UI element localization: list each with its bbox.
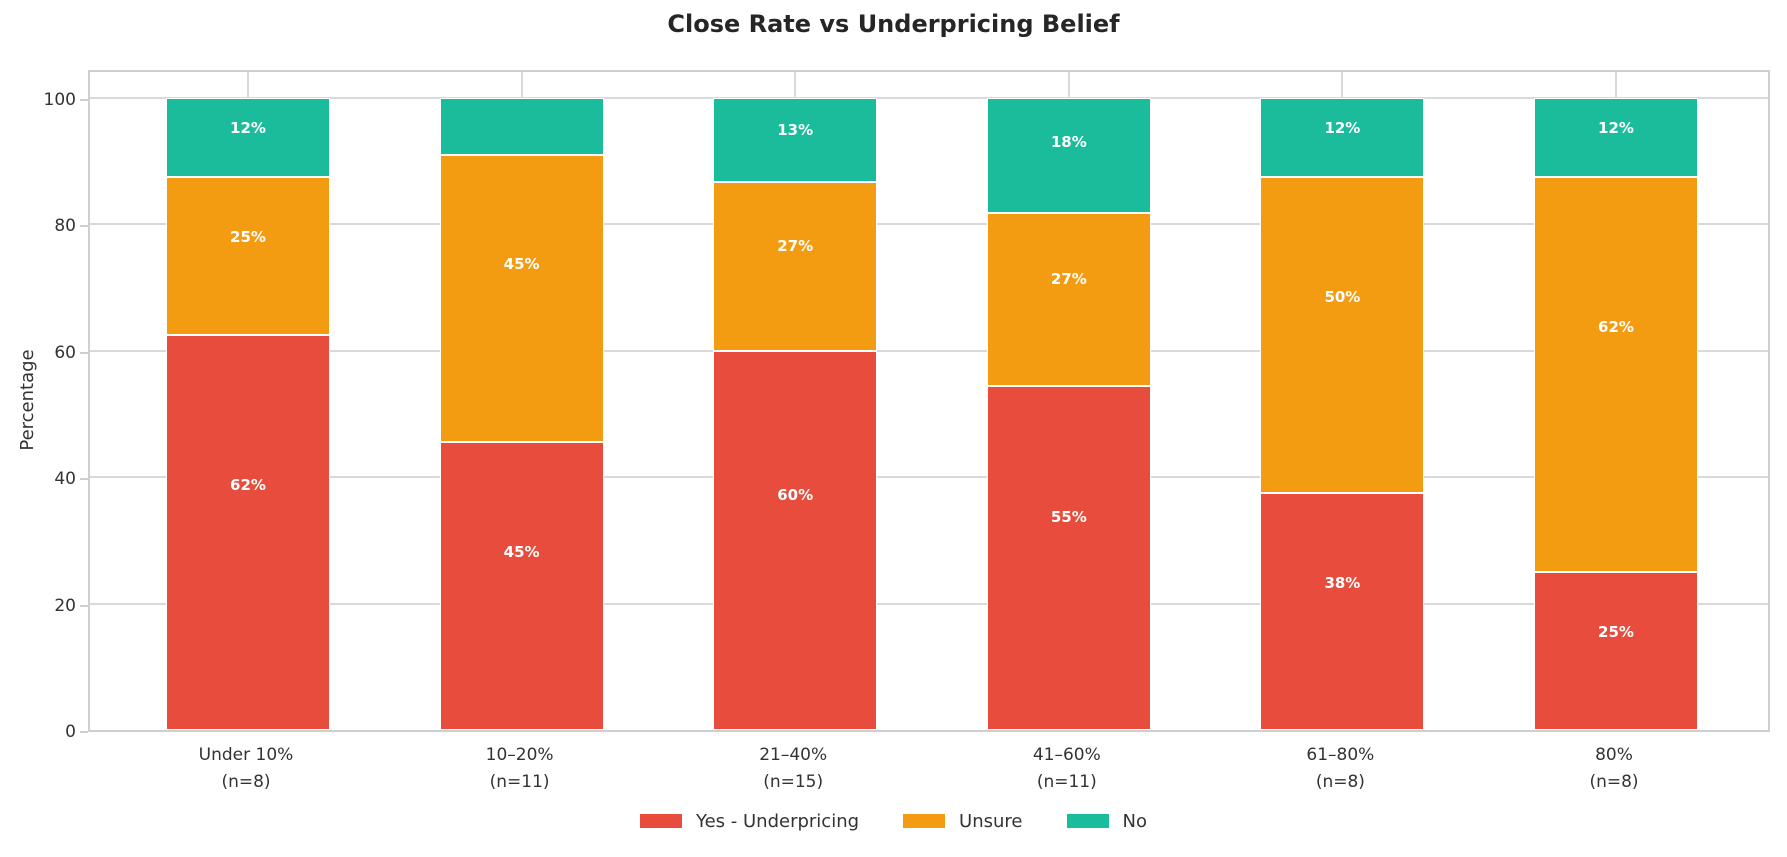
bar-segment: 25% bbox=[1534, 572, 1698, 730]
legend-label: No bbox=[1122, 810, 1147, 832]
bar-value-label: 45% bbox=[503, 542, 540, 561]
bar-segment: 13% bbox=[713, 98, 878, 183]
x-tick-range: 41–60% bbox=[1032, 745, 1101, 765]
legend-label: Unsure bbox=[959, 810, 1023, 832]
bar-value-label: 25% bbox=[1598, 623, 1634, 642]
legend: Yes - Underpricing Unsure No bbox=[0, 808, 1787, 834]
y-tick-label: 20 bbox=[54, 595, 76, 616]
x-tick-label: Under 10% (n=8) bbox=[106, 742, 386, 796]
bar-segment: 50% bbox=[1260, 177, 1425, 493]
bar-value-label: 13% bbox=[777, 121, 814, 140]
bar-value-label: 62% bbox=[1598, 318, 1634, 337]
y-tick-mark bbox=[80, 99, 88, 101]
grid-line-horizontal bbox=[90, 349, 1768, 352]
bar-segment: 27% bbox=[986, 213, 1151, 386]
x-tick-label: 61–80% (n=8) bbox=[1200, 742, 1480, 796]
y-tick-mark bbox=[80, 731, 88, 733]
plot-area: 62% 25% 12% 45% 45% 60% 27% 13% 55% 27% 18% 38% 50% 1… bbox=[88, 70, 1770, 732]
y-tick-label: 100 bbox=[43, 90, 76, 110]
bar-value-label: 12% bbox=[1324, 119, 1361, 138]
bar-segment: 18% bbox=[986, 98, 1151, 214]
y-tick-mark bbox=[80, 478, 88, 481]
x-tick-range: 61–80% bbox=[1306, 745, 1375, 765]
bar-segment: 25% bbox=[166, 177, 330, 335]
x-tick-n: (n=8) bbox=[221, 772, 271, 792]
grid-line-horizontal bbox=[90, 97, 1768, 99]
y-tick-mark bbox=[80, 225, 88, 228]
bar-segment: 55% bbox=[986, 385, 1151, 730]
bar: 45% 45% bbox=[439, 68, 604, 730]
bar-segment: 62% bbox=[166, 335, 330, 730]
x-tick-range: Under 10% bbox=[198, 745, 294, 765]
x-tick-label: 21–40% (n=15) bbox=[653, 742, 933, 796]
bar: 55% 27% 18% bbox=[986, 68, 1151, 730]
x-tick-label: 80% (n=8) bbox=[1474, 742, 1754, 796]
grid-line-horizontal bbox=[90, 476, 1768, 479]
bar-value-label: 18% bbox=[1050, 132, 1087, 151]
bar: 62% 25% 12% bbox=[166, 68, 330, 730]
legend-item: Unsure bbox=[903, 808, 1023, 834]
grid-line-horizontal bbox=[90, 223, 1768, 226]
bar-segment: 12% bbox=[1260, 98, 1425, 177]
bar-value-label: 50% bbox=[1324, 288, 1361, 307]
bar-value-label: 62% bbox=[230, 476, 266, 495]
legend-swatch bbox=[903, 814, 946, 828]
bar-value-label: 55% bbox=[1050, 507, 1087, 526]
bar-segment: 12% bbox=[1534, 98, 1698, 177]
x-tick-label: 41–60% (n=11) bbox=[927, 742, 1207, 796]
bar-value-label: 38% bbox=[1324, 574, 1361, 593]
x-tick-n: (n=11) bbox=[1036, 772, 1097, 792]
bar-segment: 12% bbox=[166, 98, 330, 177]
x-tick-label: 10–20% (n=11) bbox=[380, 742, 660, 796]
x-tick-n: (n=11) bbox=[489, 772, 550, 792]
bar-value-label: 12% bbox=[230, 119, 266, 138]
bar-segment: 38% bbox=[1260, 493, 1425, 730]
y-tick-label: 60 bbox=[54, 342, 76, 363]
bar-segment: 62% bbox=[1534, 177, 1698, 572]
grid-line-horizontal bbox=[90, 602, 1768, 605]
bar-value-label: 27% bbox=[1050, 269, 1087, 288]
x-tick-range: 21–40% bbox=[759, 745, 828, 765]
bar: 60% 27% 13% bbox=[713, 68, 878, 730]
bar-segment: 45% bbox=[439, 442, 604, 730]
y-tick-mark bbox=[80, 604, 88, 607]
bar-segment: 60% bbox=[713, 350, 878, 730]
bar-segment: 27% bbox=[713, 182, 878, 351]
x-tick-range: 80% bbox=[1595, 745, 1633, 765]
bar: 25% 62% 12% bbox=[1534, 68, 1698, 730]
y-tick-mark bbox=[80, 351, 88, 354]
legend-item: No bbox=[1066, 808, 1147, 834]
y-tick-label: 40 bbox=[54, 469, 76, 490]
y-tick-label: 80 bbox=[54, 216, 76, 237]
x-tick-n: (n=15) bbox=[763, 772, 824, 792]
bar-value-label: 45% bbox=[503, 255, 540, 274]
legend-item: Yes - Underpricing bbox=[640, 808, 859, 834]
legend-swatch bbox=[640, 814, 682, 828]
chart-title: Close Rate vs Underpricing Belief bbox=[667, 10, 1120, 38]
bar-segment bbox=[439, 98, 604, 155]
x-tick-n: (n=8) bbox=[1315, 772, 1365, 792]
legend-swatch bbox=[1066, 814, 1109, 828]
bar-value-label: 60% bbox=[777, 486, 814, 505]
bar-value-label: 12% bbox=[1598, 119, 1634, 138]
legend-label: Yes - Underpricing bbox=[696, 810, 860, 832]
y-tick-label: 0 bbox=[65, 722, 76, 742]
x-tick-range: 10–20% bbox=[485, 745, 554, 765]
bar-value-label: 25% bbox=[230, 228, 266, 247]
bar: 38% 50% 12% bbox=[1260, 68, 1425, 730]
bar-segment: 45% bbox=[439, 154, 604, 443]
x-tick-n: (n=8) bbox=[1589, 772, 1639, 792]
bar-value-label: 27% bbox=[777, 237, 814, 256]
